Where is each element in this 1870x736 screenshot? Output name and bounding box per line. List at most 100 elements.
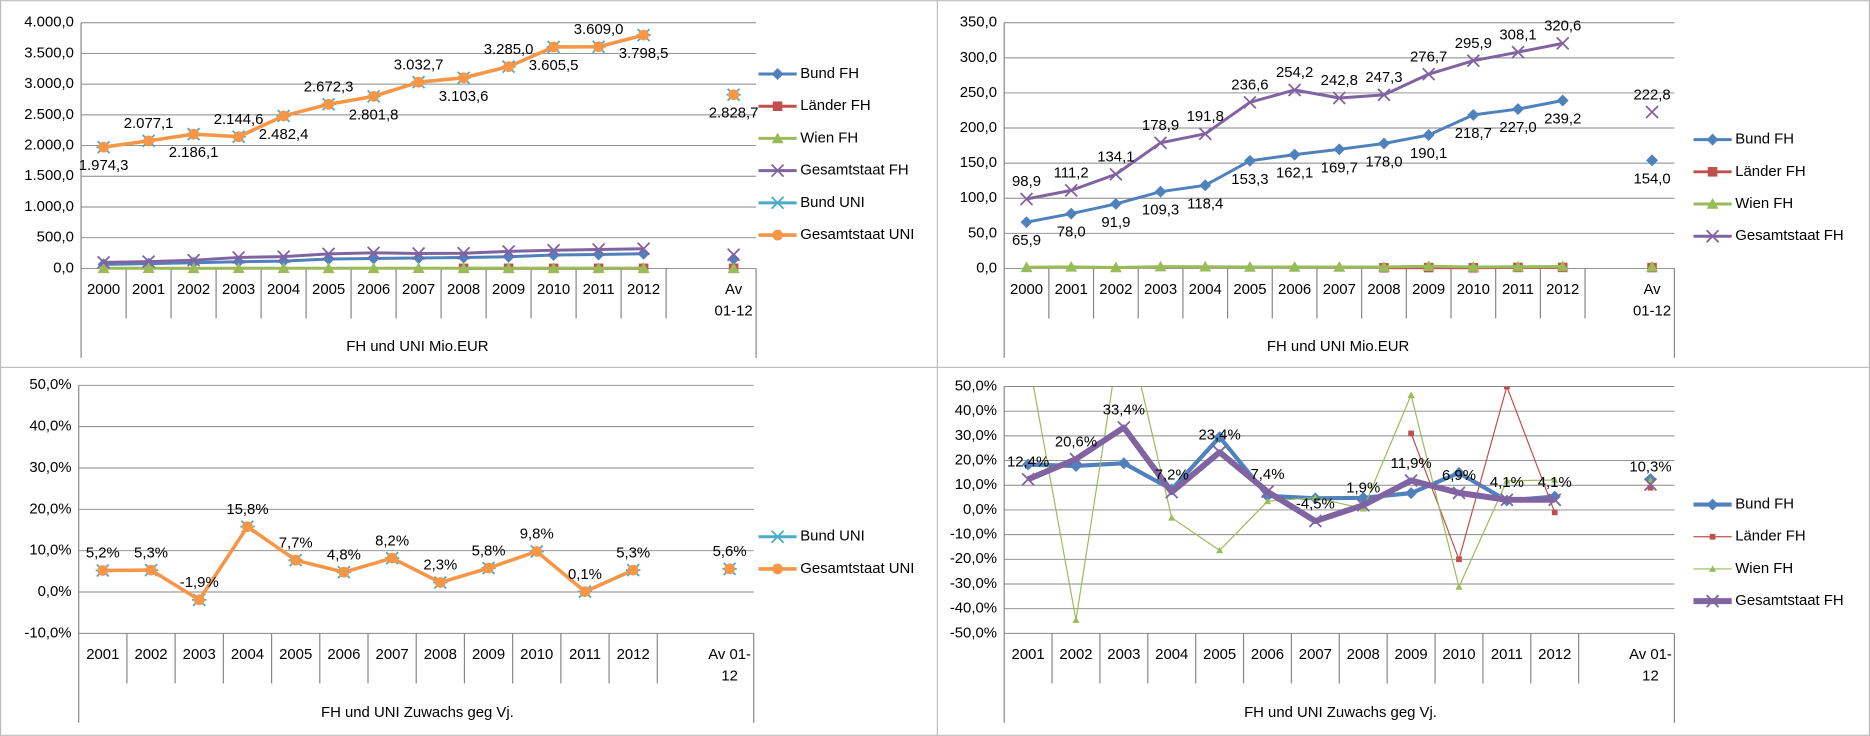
- y-tick-label: 20,0%: [29, 501, 71, 517]
- data-label: 276,7: [1410, 49, 1447, 65]
- data-label: 320,6: [1544, 19, 1581, 35]
- x-tick-label: 2001: [1012, 647, 1045, 663]
- x-axis-title: FH und UNI Mio.EUR: [346, 339, 489, 355]
- legend-label: Wien FH: [800, 130, 858, 146]
- marker: [242, 521, 253, 533]
- data-label: 1,9%: [1346, 480, 1380, 496]
- marker: [637, 242, 651, 256]
- x-tick-label: 2000: [87, 282, 120, 298]
- marker: [1408, 430, 1414, 437]
- marker: [1407, 391, 1415, 398]
- x-tick-label: 2010: [1457, 282, 1490, 298]
- y-tick-label: 250,0: [960, 85, 997, 101]
- legend-marker: [770, 196, 785, 210]
- data-label: 23,4%: [1198, 427, 1240, 443]
- marker: [1199, 260, 1212, 272]
- x-axis-title: FH und UNI Mio.EUR: [1267, 339, 1410, 355]
- marker: [1500, 493, 1514, 507]
- marker: [1065, 260, 1078, 272]
- marker: [1288, 148, 1301, 161]
- data-label: 7,4%: [1251, 467, 1285, 483]
- x-tick-label: 2004: [267, 282, 300, 298]
- legend-marker: [1705, 229, 1720, 243]
- x-tick-label: 2012: [627, 282, 660, 298]
- legend-marker: [770, 164, 785, 178]
- marker: [547, 262, 560, 274]
- y-tick-label: 200,0: [960, 120, 997, 136]
- x-tick-label: 2004: [1189, 282, 1222, 298]
- marker: [1422, 129, 1435, 141]
- marker: [145, 564, 157, 576]
- marker: [457, 251, 470, 264]
- x-tick-label: Av 01-12: [1633, 282, 1671, 319]
- marker: [1455, 583, 1463, 590]
- data-label: 191,8: [1187, 109, 1224, 125]
- marker: [1556, 94, 1569, 107]
- data-label: 5,6%: [713, 544, 747, 560]
- x-tick-label: Av 01-12: [1629, 647, 1672, 684]
- marker: [1647, 484, 1654, 491]
- legend-label: Gesamtstaat FH: [1735, 593, 1843, 609]
- marker: [277, 250, 291, 264]
- y-tick-label: 0,0%: [963, 502, 997, 518]
- x-tick-label: 2011: [583, 282, 615, 298]
- y-tick-label: 50,0%: [955, 378, 997, 394]
- data-label: 247,3: [1365, 70, 1402, 86]
- marker: [637, 262, 650, 274]
- y-tick-label: 40,0%: [29, 419, 71, 435]
- marker: [1288, 83, 1302, 97]
- data-label: -1,9%: [180, 575, 219, 591]
- legend-label: Bund FH: [1735, 496, 1794, 512]
- marker: [1216, 546, 1224, 554]
- marker: [593, 41, 604, 53]
- x-tick-label: 2002: [1059, 647, 1092, 663]
- legend-label: Bund FH: [1735, 132, 1794, 148]
- data-label: 3.609,0: [574, 22, 624, 38]
- marker: [322, 247, 336, 261]
- data-label: 178,0: [1365, 154, 1402, 170]
- data-label: 308,1: [1499, 27, 1536, 43]
- marker: [233, 131, 244, 143]
- marker: [1467, 108, 1480, 121]
- data-label: 2.482,4: [259, 127, 309, 143]
- x-tick-label: 2004: [1155, 647, 1188, 663]
- y-tick-label: 3.000,0: [24, 76, 74, 92]
- marker: [278, 110, 289, 122]
- x-tick-label: Av 01-12: [715, 282, 753, 319]
- data-label: 5,2%: [86, 546, 120, 562]
- x-tick-label: 2007: [376, 647, 409, 663]
- marker: [1503, 477, 1511, 484]
- marker: [1243, 95, 1257, 109]
- marker: [1243, 261, 1256, 272]
- legend-marker: [1707, 167, 1718, 177]
- marker: [1065, 207, 1078, 220]
- legend-marker: [1706, 198, 1719, 209]
- x-tick-label: 2005: [312, 282, 345, 298]
- data-label: 153,3: [1231, 172, 1268, 188]
- marker: [1466, 54, 1480, 68]
- y-tick-label: 2.500,0: [24, 107, 74, 123]
- marker: [1288, 261, 1301, 272]
- y-tick-label: 3.500,0: [24, 45, 74, 61]
- x-tick-label: 2003: [222, 282, 255, 298]
- data-label: 2,3%: [423, 558, 457, 574]
- marker: [1308, 514, 1322, 528]
- marker: [1198, 127, 1212, 141]
- x-tick-label: 2011: [1491, 647, 1523, 663]
- marker: [1072, 616, 1080, 623]
- data-label: 2.672,3: [304, 80, 354, 96]
- data-label: 111,2: [1054, 166, 1089, 182]
- x-tick-label: 2007: [402, 282, 435, 298]
- marker: [193, 594, 205, 606]
- marker: [457, 246, 471, 260]
- legend-label: Länder FH: [800, 98, 870, 114]
- legend-marker: [1705, 594, 1720, 608]
- marker: [1556, 36, 1570, 50]
- marker: [1109, 197, 1122, 210]
- marker: [1333, 143, 1346, 156]
- marker: [1646, 154, 1659, 167]
- data-label: 0,1%: [568, 567, 602, 583]
- marker: [503, 61, 514, 73]
- marker: [1064, 183, 1078, 197]
